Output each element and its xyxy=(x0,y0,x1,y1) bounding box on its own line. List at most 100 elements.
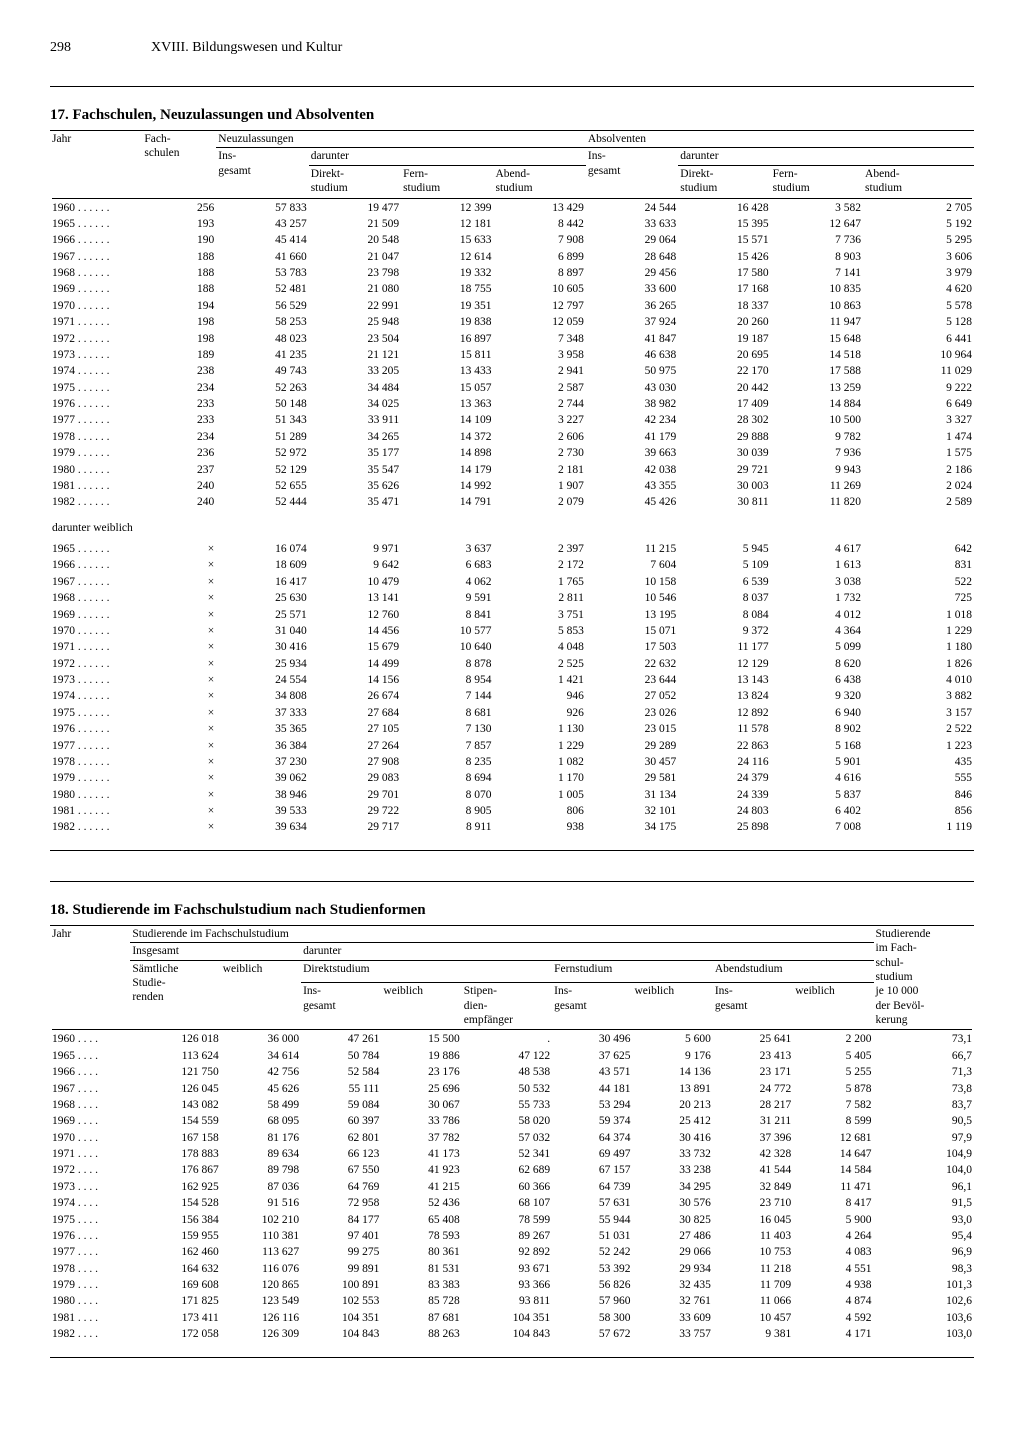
value-cell: 69 497 xyxy=(552,1146,632,1162)
value-cell: 2 730 xyxy=(493,445,585,461)
value-cell: 19 477 xyxy=(309,200,401,216)
value-cell: 20 695 xyxy=(678,347,770,363)
table17-title: 17. Fachschulen, Neuzulassungen und Abso… xyxy=(50,107,974,124)
value-cell: 938 xyxy=(493,819,585,835)
value-cell: 30 811 xyxy=(678,494,770,510)
value-cell: 10 158 xyxy=(586,574,678,590)
value-cell: 24 544 xyxy=(586,200,678,216)
value-cell: 37 625 xyxy=(552,1048,632,1064)
value-cell: 60 366 xyxy=(462,1179,552,1195)
value-cell: 113 627 xyxy=(221,1244,301,1260)
value-cell: 41 179 xyxy=(586,429,678,445)
value-cell: 5 295 xyxy=(863,232,974,248)
table-row: 1966 . . . . . .19045 41420 54815 6337 9… xyxy=(50,232,974,248)
value-cell: 4 364 xyxy=(771,623,863,639)
value-cell: 9 591 xyxy=(401,590,493,606)
value-cell: 193 xyxy=(142,216,216,232)
value-cell: 1 223 xyxy=(863,738,974,754)
year-cell: 1978 . . . . xyxy=(50,1261,130,1277)
value-cell: 78 599 xyxy=(462,1212,552,1228)
value-cell: 19 332 xyxy=(401,265,493,281)
year-cell: 1967 . . . . . . xyxy=(50,574,142,590)
value-cell: 12 647 xyxy=(771,216,863,232)
value-cell: 20 442 xyxy=(678,380,770,396)
year-cell: 1974 . . . . . . xyxy=(50,363,142,379)
value-cell: 11 029 xyxy=(863,363,974,379)
value-cell: 33 757 xyxy=(633,1326,713,1342)
value-cell: 9 320 xyxy=(771,688,863,704)
value-cell: 12 181 xyxy=(401,216,493,232)
value-cell: 19 886 xyxy=(381,1048,461,1064)
value-cell: 47 261 xyxy=(301,1031,381,1047)
year-cell: 1960 . . . . xyxy=(50,1031,130,1047)
value-cell: 23 644 xyxy=(586,672,678,688)
year-cell: 1970 . . . . . . xyxy=(50,298,142,314)
value-cell: × xyxy=(142,672,216,688)
value-cell: 5 878 xyxy=(793,1081,873,1097)
value-cell: 171 825 xyxy=(130,1293,220,1309)
value-cell: 9 642 xyxy=(309,557,401,573)
year-cell: 1973 . . . . . . xyxy=(50,672,142,688)
value-cell: 30 576 xyxy=(633,1195,713,1211)
value-cell: 9 971 xyxy=(309,541,401,557)
value-cell: 2 186 xyxy=(863,462,974,478)
value-cell: 2 811 xyxy=(493,590,585,606)
col-abs-ins: Ins- gesamt xyxy=(586,148,678,197)
value-cell: 55 111 xyxy=(301,1081,381,1097)
value-cell: 37 396 xyxy=(713,1130,793,1146)
value-cell: × xyxy=(142,754,216,770)
value-cell: 2 079 xyxy=(493,494,585,510)
value-cell: 15 679 xyxy=(309,639,401,655)
value-cell: 10 577 xyxy=(401,623,493,639)
table-row: 1980 . . . .171 825123 549102 55385 7289… xyxy=(50,1293,974,1309)
value-cell: 9 222 xyxy=(863,380,974,396)
value-cell: 2 397 xyxy=(493,541,585,557)
value-cell: 29 289 xyxy=(586,738,678,754)
value-cell: 4 620 xyxy=(863,281,974,297)
year-cell: 1973 . . . . . . xyxy=(50,347,142,363)
value-cell: 104 351 xyxy=(301,1310,381,1326)
value-cell: 8 070 xyxy=(401,787,493,803)
table-row: 1966 . . . .121 75042 75652 58423 17648 … xyxy=(50,1064,974,1080)
value-cell: 38 982 xyxy=(586,396,678,412)
value-cell: × xyxy=(142,721,216,737)
chapter-title: XVIII. Bildungswesen und Kultur xyxy=(151,40,342,56)
value-cell: 10 605 xyxy=(493,281,585,297)
value-cell: 36 384 xyxy=(216,738,308,754)
table-row: 1976 . . . . . .×35 36527 1057 1301 1302… xyxy=(50,721,974,737)
value-cell: 14 179 xyxy=(401,462,493,478)
value-cell: 240 xyxy=(142,494,216,510)
value-cell: 21 047 xyxy=(309,249,401,265)
value-cell: 30 416 xyxy=(633,1130,713,1146)
value-cell: 88 263 xyxy=(381,1326,461,1342)
value-cell: 29 581 xyxy=(586,770,678,786)
value-cell: 555 xyxy=(863,770,974,786)
value-cell: 15 071 xyxy=(586,623,678,639)
year-cell: 1977 . . . . . . xyxy=(50,412,142,428)
year-cell: 1960 . . . . . . xyxy=(50,200,142,216)
value-cell: 5 853 xyxy=(493,623,585,639)
value-cell: 15 648 xyxy=(771,331,863,347)
value-cell: 8 902 xyxy=(771,721,863,737)
value-cell: 50 148 xyxy=(216,396,308,412)
value-cell: 9 943 xyxy=(771,462,863,478)
col18-fern: Fernstudium xyxy=(552,960,713,983)
table-row: 1974 . . . . . .23849 74333 20513 4332 9… xyxy=(50,363,974,379)
table-row: 1974 . . . . . .×34 80826 6747 14494627 … xyxy=(50,688,974,704)
value-cell: 2 941 xyxy=(493,363,585,379)
value-cell: 12 614 xyxy=(401,249,493,265)
value-cell: 6 539 xyxy=(678,574,770,590)
value-cell: 1 575 xyxy=(863,445,974,461)
value-cell: 14 584 xyxy=(793,1162,873,1178)
table-row: 1982 . . . . . .×39 63429 7178 91193834 … xyxy=(50,819,974,835)
table-row: 1978 . . . . . .23451 28934 26514 3722 6… xyxy=(50,429,974,445)
value-cell: 51 031 xyxy=(552,1228,632,1244)
table17-head: Jahr Fach- schulen Neuzulassungen Absolv… xyxy=(50,131,974,200)
value-cell: 41 660 xyxy=(216,249,308,265)
col18-abend: Abendstudium xyxy=(713,960,874,983)
value-cell: 23 413 xyxy=(713,1048,793,1064)
value-cell: 8 905 xyxy=(401,803,493,819)
value-cell: 173 411 xyxy=(130,1310,220,1326)
value-cell: 31 040 xyxy=(216,623,308,639)
value-cell: 23 015 xyxy=(586,721,678,737)
